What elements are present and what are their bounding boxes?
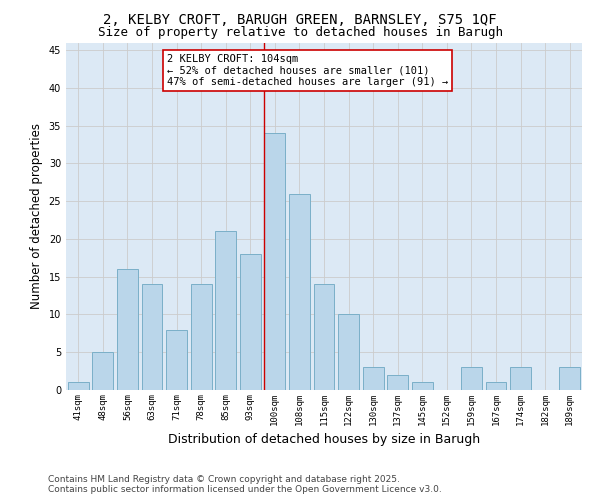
- Bar: [461, 368, 482, 390]
- Bar: [166, 330, 187, 390]
- Y-axis label: Number of detached properties: Number of detached properties: [30, 123, 43, 309]
- Bar: [117, 269, 138, 390]
- Bar: [92, 352, 113, 390]
- Bar: [240, 254, 261, 390]
- Bar: [142, 284, 163, 390]
- Bar: [338, 314, 359, 390]
- Bar: [485, 382, 506, 390]
- Bar: [387, 375, 408, 390]
- Bar: [559, 368, 580, 390]
- Bar: [265, 133, 286, 390]
- Text: Size of property relative to detached houses in Barugh: Size of property relative to detached ho…: [97, 26, 503, 39]
- Bar: [215, 232, 236, 390]
- Bar: [362, 368, 383, 390]
- Text: Contains HM Land Registry data © Crown copyright and database right 2025.
Contai: Contains HM Land Registry data © Crown c…: [48, 474, 442, 494]
- Bar: [412, 382, 433, 390]
- Bar: [510, 368, 531, 390]
- Bar: [191, 284, 212, 390]
- Bar: [314, 284, 334, 390]
- Text: 2 KELBY CROFT: 104sqm
← 52% of detached houses are smaller (101)
47% of semi-det: 2 KELBY CROFT: 104sqm ← 52% of detached …: [167, 54, 448, 87]
- Bar: [68, 382, 89, 390]
- Bar: [289, 194, 310, 390]
- X-axis label: Distribution of detached houses by size in Barugh: Distribution of detached houses by size …: [168, 434, 480, 446]
- Text: 2, KELBY CROFT, BARUGH GREEN, BARNSLEY, S75 1QF: 2, KELBY CROFT, BARUGH GREEN, BARNSLEY, …: [103, 12, 497, 26]
